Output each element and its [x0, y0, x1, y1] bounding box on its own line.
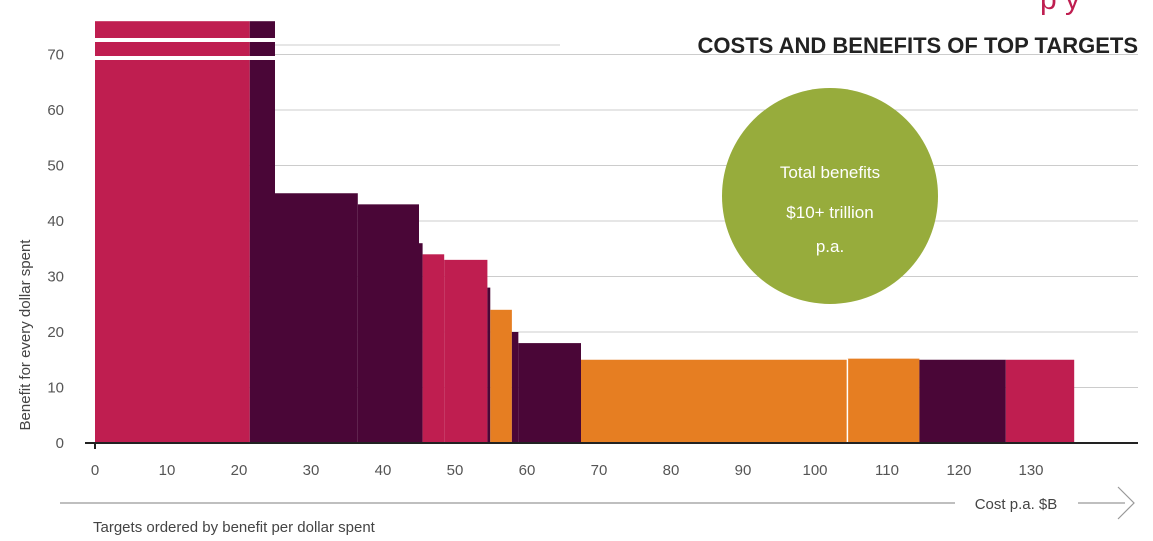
- x-tick-label: 20: [231, 462, 248, 479]
- bar: [422, 254, 445, 443]
- bar: [275, 193, 358, 443]
- x-tick-label: 120: [946, 462, 971, 479]
- axis-break: [94, 38, 560, 60]
- x-axis-arrow: Cost p.a. $B: [60, 486, 1135, 520]
- x-axis-title: Cost p.a. $B: [975, 496, 1058, 513]
- bar: [249, 21, 275, 443]
- x-tick-label: 50: [447, 462, 464, 479]
- x-tick-label: 40: [375, 462, 392, 479]
- bar: [1005, 359, 1075, 443]
- y-axis-title: Benefit for every dollar spent: [17, 239, 34, 431]
- y-tick-label: 50: [47, 158, 64, 175]
- bar: [357, 204, 419, 443]
- bar: [419, 243, 423, 443]
- x-tick-labels: 0 10 20 30 40 50 60 70 80 90 100 110 120 130: [91, 462, 1044, 479]
- callout-line-3: p.a.: [816, 237, 844, 256]
- x-tick-label: 80: [663, 462, 680, 479]
- bar: [487, 287, 491, 443]
- x-tick-label: 110: [875, 462, 899, 479]
- axis-break-band: [94, 38, 276, 42]
- bar: [511, 332, 519, 443]
- callout-line-2: $10+ trillion: [786, 203, 873, 222]
- bar: [95, 21, 250, 443]
- bar: [919, 359, 1006, 443]
- arrow-head-icon: [1117, 486, 1135, 520]
- y-tick-label: 10: [47, 380, 64, 397]
- bar: [444, 259, 488, 443]
- y-tick-labels: 0 10 20 30 40 50 60 70: [47, 47, 64, 453]
- x-tick-label: 0: [91, 462, 99, 479]
- bars: [95, 21, 1075, 443]
- axes: [85, 442, 1138, 449]
- y-tick-label: 20: [47, 324, 64, 341]
- x-tick-label: 100: [802, 462, 827, 479]
- x-tick-label: 90: [735, 462, 752, 479]
- bar: [581, 359, 848, 443]
- y-tick-label: 60: [47, 102, 64, 119]
- y-tick-label: 30: [47, 269, 64, 286]
- callout-circle: [722, 88, 938, 304]
- axis-break-band: [94, 56, 276, 60]
- bar: [490, 309, 512, 443]
- x-tick-label: 10: [159, 462, 176, 479]
- callout-line-1: Total benefits: [780, 163, 880, 182]
- y-tick-label: 0: [56, 435, 64, 452]
- total-benefits-callout: Total benefits $10+ trillion p.a.: [722, 88, 938, 304]
- x-tick-label: 60: [519, 462, 536, 479]
- chart-title: COSTS AND BENEFITS OF TOP TARGETS: [698, 33, 1138, 58]
- header-fragment: p y: [1040, 0, 1080, 16]
- bar: [518, 343, 581, 443]
- bar: [847, 358, 920, 443]
- footnote: Targets ordered by benefit per dollar sp…: [93, 519, 375, 536]
- x-tick-label: 130: [1018, 462, 1043, 479]
- y-tick-label: 70: [47, 47, 64, 64]
- x-tick-label: 70: [591, 462, 608, 479]
- y-tick-label: 40: [47, 213, 64, 230]
- x-tick-label: 30: [303, 462, 320, 479]
